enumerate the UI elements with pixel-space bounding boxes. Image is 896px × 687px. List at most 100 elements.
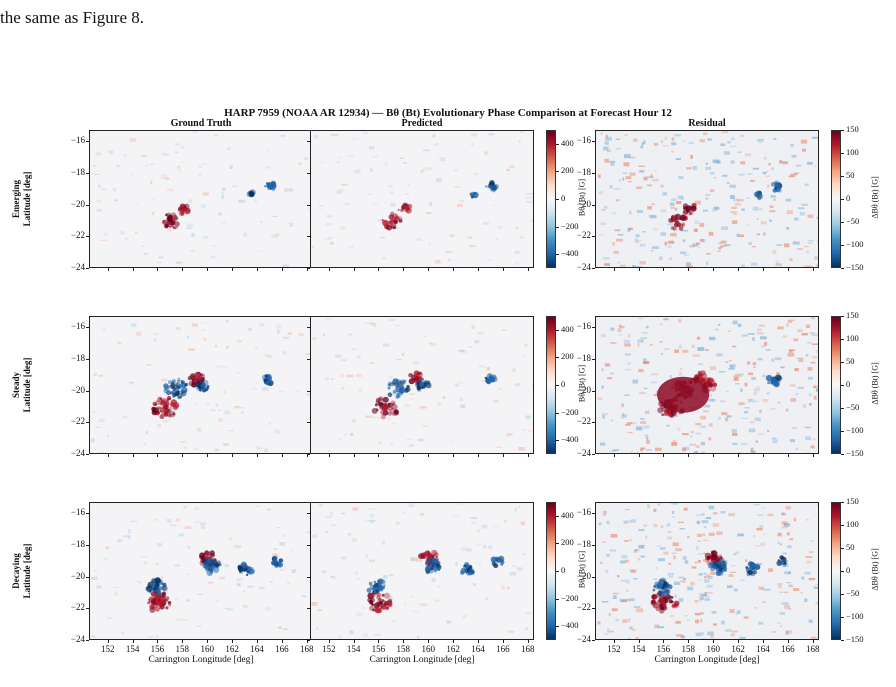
noise-pixel [643, 425, 650, 429]
noise-pixel [703, 559, 710, 562]
noise-pixel [771, 631, 777, 633]
noise-pixel [520, 521, 525, 526]
noise-pixel [143, 561, 148, 564]
field-blob-pixel [159, 605, 165, 610]
noise-pixel [729, 145, 737, 147]
colorbar-tickmark [841, 548, 844, 549]
noise-pixel [699, 599, 702, 602]
noise-pixel [756, 563, 762, 566]
noise-pixel [254, 198, 258, 202]
noise-pixel [738, 323, 742, 327]
noise-pixel [455, 562, 458, 566]
noise-pixel [699, 596, 704, 600]
noise-pixel [278, 626, 282, 629]
y-tickmark [86, 141, 89, 143]
noise-pixel [263, 354, 270, 357]
noise-pixel [738, 234, 745, 237]
noise-pixel [616, 261, 621, 264]
field-blob-pixel [175, 226, 178, 229]
noise-pixel [613, 188, 621, 190]
x-tickmark [613, 454, 615, 457]
noise-pixel [598, 191, 604, 195]
noise-pixel [754, 417, 761, 421]
noise-pixel [124, 237, 129, 240]
noise-pixel [514, 251, 520, 254]
field-blob-pixel [670, 596, 674, 599]
noise-pixel [237, 340, 243, 343]
x-tickmark [713, 268, 715, 271]
noise-pixel [633, 578, 638, 580]
y-tickmark [307, 172, 310, 174]
x-tickmark [738, 268, 740, 271]
noise-pixel [686, 167, 692, 170]
noise-pixel [701, 638, 708, 639]
noise-pixel [736, 610, 741, 614]
noise-pixel [435, 259, 441, 264]
noise-pixel [191, 323, 198, 327]
colorbar-tick-label: −200 [561, 592, 579, 603]
noise-pixel [701, 451, 706, 453]
noise-pixel [598, 522, 602, 526]
field-blob-pixel [166, 395, 172, 401]
noise-pixel [351, 138, 359, 140]
noise-pixel [731, 565, 736, 567]
x-tickmark [207, 640, 209, 643]
noise-pixel [206, 403, 211, 405]
y-tickmark [592, 358, 595, 360]
noise-pixel [733, 588, 738, 592]
noise-pixel [777, 326, 784, 330]
colorbar-tickmark [556, 143, 559, 145]
noise-pixel [809, 332, 815, 334]
noise-pixel [474, 340, 480, 344]
colorbar-tick-label: 400 [561, 509, 574, 520]
noise-pixel [501, 585, 506, 590]
noise-pixel [258, 586, 265, 590]
x-tickmark [738, 640, 740, 643]
noise-pixel [419, 512, 424, 516]
noise-pixel [700, 441, 705, 446]
noise-pixel [617, 233, 624, 236]
noise-pixel [158, 256, 164, 259]
noise-pixel [351, 538, 357, 542]
x-tickmark [453, 640, 455, 643]
noise-pixel [660, 353, 663, 355]
noise-pixel [703, 578, 710, 583]
noise-pixel [790, 143, 794, 148]
noise-pixel [307, 207, 312, 210]
noise-pixel [686, 619, 690, 621]
column-title-predicted: Predicted [401, 118, 443, 129]
noise-pixel [757, 138, 765, 141]
noise-pixel [629, 156, 636, 159]
column-title-ground-truth: Ground Truth [170, 118, 232, 129]
field-blob-pixel [754, 564, 759, 569]
noise-pixel [721, 620, 725, 625]
colorbar-tickmark [556, 515, 559, 517]
field-blob-pixel [752, 570, 757, 575]
field-blob-pixel [425, 560, 430, 565]
noise-pixel [728, 574, 734, 577]
noise-pixel [653, 393, 659, 397]
noise-pixel [488, 133, 495, 136]
field-blob-pixel [177, 390, 180, 393]
noise-pixel [633, 606, 641, 608]
noise-pixel [160, 575, 163, 580]
noise-pixel [194, 506, 199, 511]
row-label-phase: Decaying [11, 553, 21, 589]
noise-pixel [509, 630, 514, 633]
noise-pixel [704, 598, 711, 601]
noise-pixel [250, 387, 258, 390]
noise-pixel [779, 591, 784, 593]
noise-pixel [247, 328, 252, 331]
noise-pixel [642, 231, 646, 233]
noise-pixel [735, 383, 740, 385]
noise-pixel [311, 246, 315, 248]
y-tick-label: −16 [576, 507, 591, 518]
noise-pixel [488, 545, 493, 550]
noise-pixel [161, 153, 169, 156]
field-blob-pixel [209, 560, 216, 567]
noise-pixel [810, 361, 816, 364]
noise-pixel [646, 449, 652, 451]
noise-pixel [670, 202, 675, 206]
noise-pixel [612, 212, 617, 215]
noise-pixel [401, 352, 405, 356]
